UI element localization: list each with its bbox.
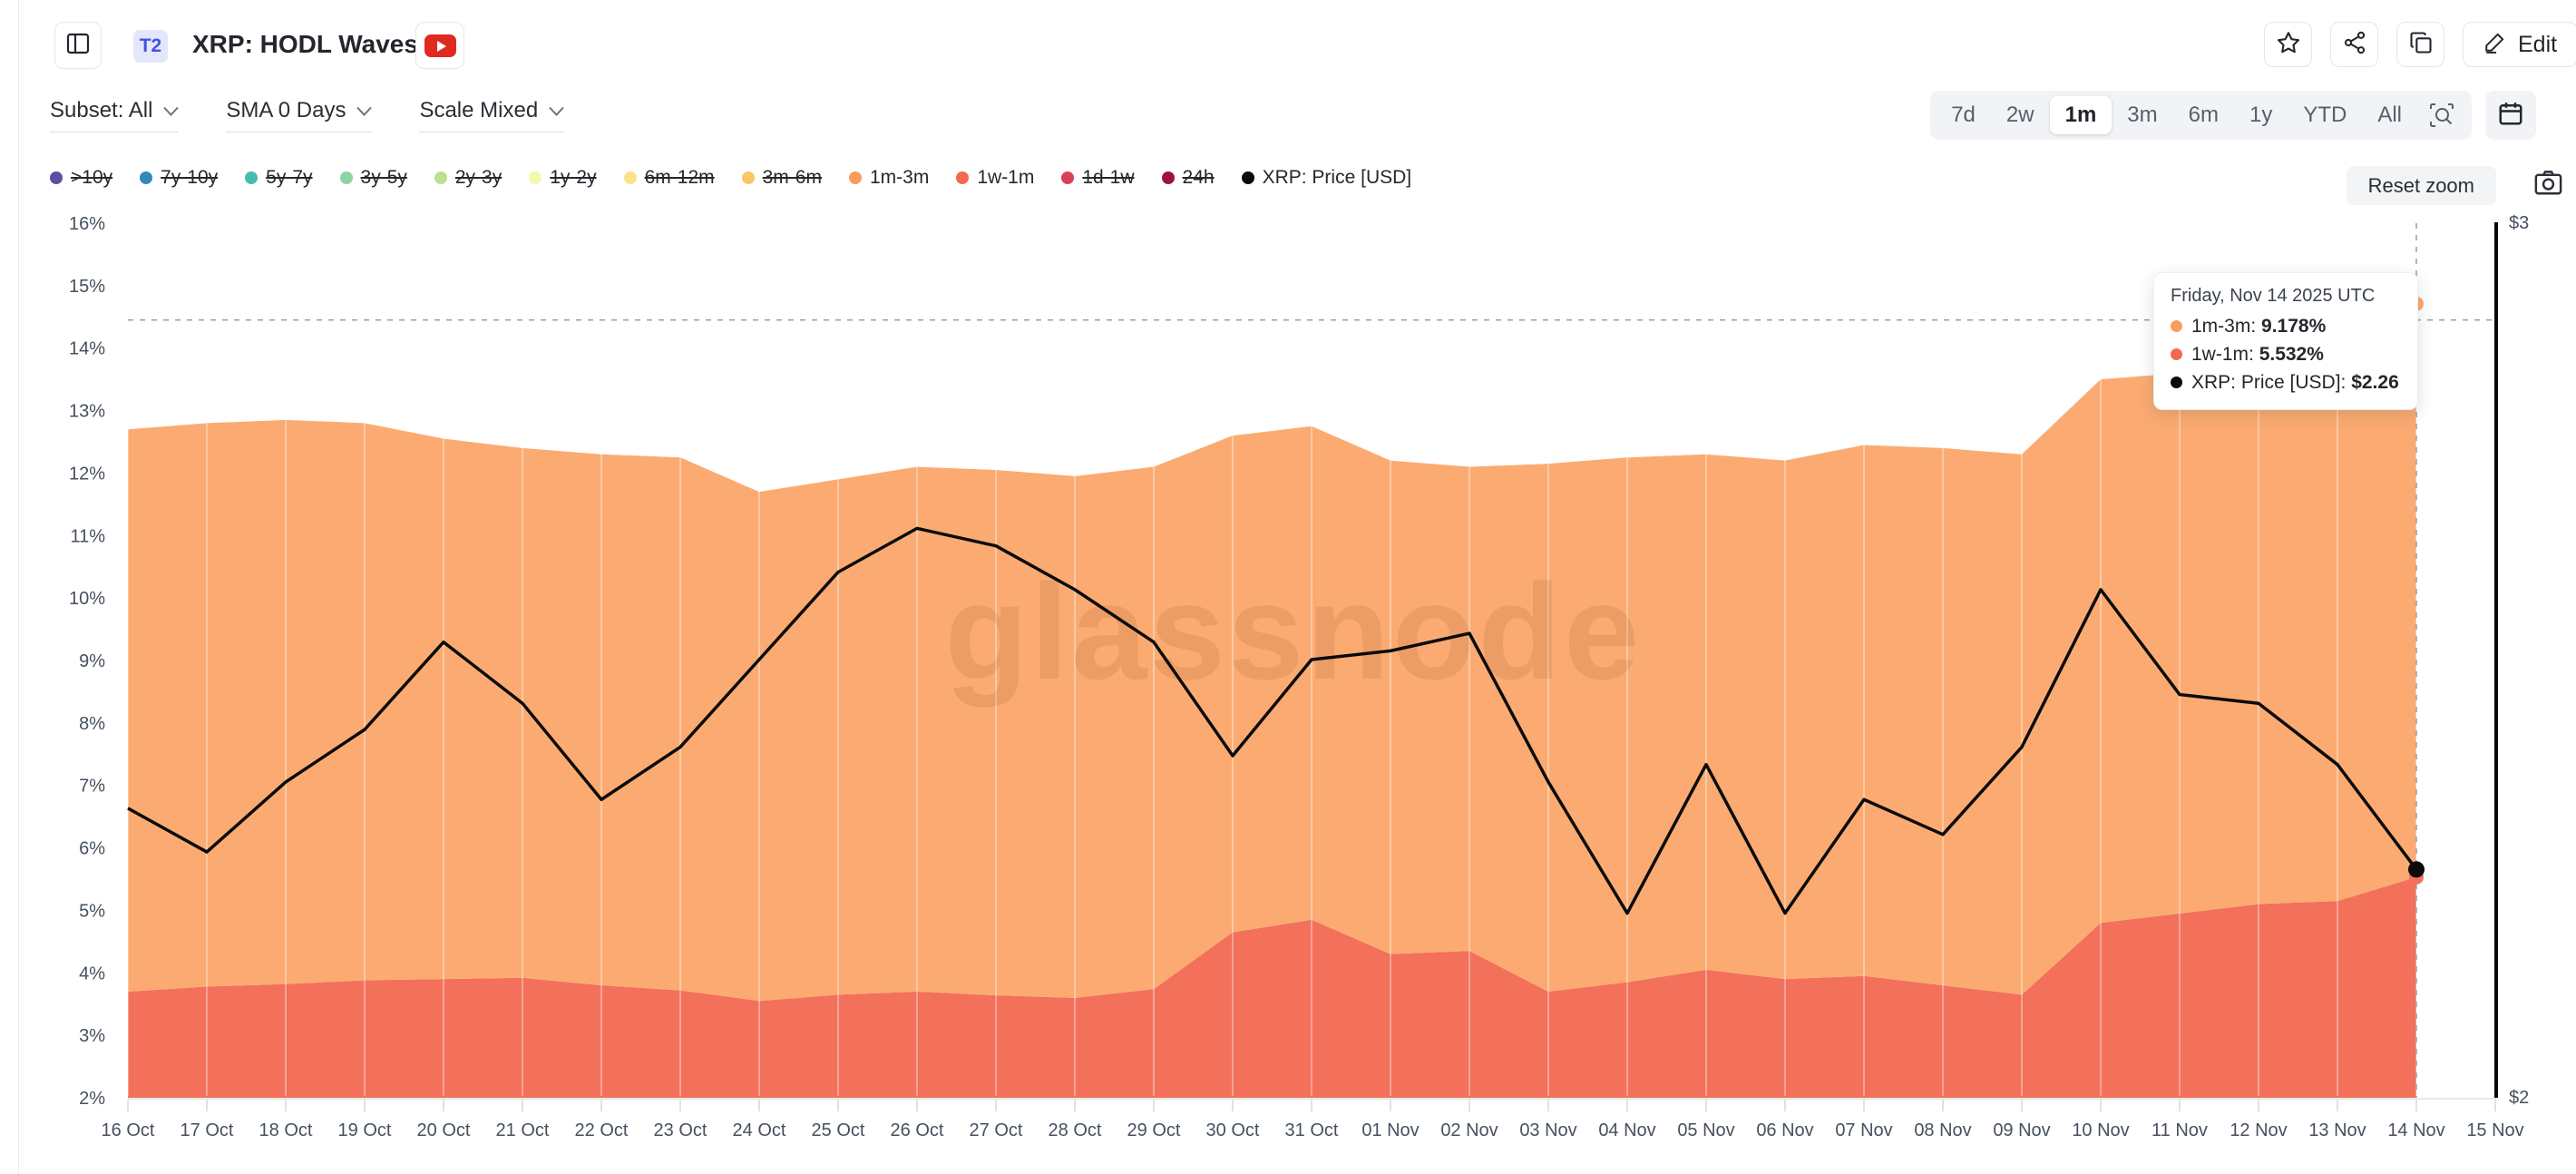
- x-axis-tick-label: 01 Nov: [1361, 1120, 1419, 1140]
- y-axis-tick-label: 9%: [79, 651, 105, 671]
- x-axis-tick-label: 29 Oct: [1127, 1120, 1181, 1140]
- x-axis-tick-label: 03 Nov: [1519, 1120, 1576, 1140]
- price-axis-tick-label: $3: [2509, 213, 2529, 233]
- y-axis-tick-label: 7%: [79, 777, 105, 797]
- price-axis-line: [2494, 222, 2498, 1098]
- tooltip-series-dot: [2171, 377, 2182, 388]
- x-axis-tick-label: 05 Nov: [1677, 1120, 1734, 1140]
- tooltip-series-value: 9.178%: [2261, 316, 2326, 337]
- x-axis-tick-label: 19 Oct: [338, 1120, 392, 1140]
- x-axis-tick-label: 30 Oct: [1206, 1120, 1260, 1140]
- tooltip-row: XRP: Price [USD]: $2.26: [2171, 368, 2399, 396]
- x-axis-tick-label: 17 Oct: [181, 1120, 234, 1140]
- x-axis-tick-label: 09 Nov: [1993, 1120, 2050, 1140]
- y-axis-tick-label: 16%: [69, 214, 105, 234]
- y-axis-tick-label: 15%: [69, 277, 105, 297]
- x-axis-tick-label: 28 Oct: [1049, 1120, 1102, 1140]
- chart-tooltip: Friday, Nov 14 2025 UTC 1m-3m: 9.178%1w-…: [2153, 272, 2418, 410]
- tooltip-series-label: XRP: Price [USD]: $2.26: [2191, 368, 2399, 396]
- x-axis-tick-label: 12 Nov: [2230, 1120, 2287, 1140]
- hodl-waves-chart[interactable]: glassnode 16 Oct 17 Oct 18 Oct 19 Oct 20 Oct 2…: [0, 0, 2576, 1174]
- x-axis-tick-label: 04 Nov: [1598, 1120, 1655, 1140]
- x-axis-tick-label: 21 Oct: [496, 1120, 550, 1140]
- x-axis-tick-label: 20 Oct: [417, 1120, 471, 1140]
- y-axis-tick-label: 2%: [79, 1089, 105, 1109]
- x-axis-tick-label: 15 Nov: [2466, 1120, 2523, 1140]
- x-axis-tick-label: 22 Oct: [575, 1120, 629, 1140]
- x-axis-tick-label: 18 Oct: [259, 1120, 313, 1140]
- x-axis-tick-label: 02 Nov: [1440, 1120, 1498, 1140]
- x-axis-tick-label: 13 Nov: [2308, 1120, 2366, 1140]
- glassnode-watermark: glassnode: [945, 555, 1643, 708]
- x-axis-tick-label: 10 Nov: [2072, 1120, 2129, 1140]
- y-axis-tick-label: 11%: [70, 526, 105, 546]
- x-axis-tick-label: 26 Oct: [891, 1120, 944, 1140]
- y-axis-tick-label: 8%: [79, 714, 105, 734]
- tooltip-series-dot: [2171, 348, 2182, 360]
- tooltip-series-dot: [2171, 320, 2182, 332]
- y-axis-tick-label: 10%: [69, 589, 105, 609]
- tooltip-series-label: 1m-3m: 9.178%: [2191, 312, 2326, 340]
- y-axis-tick-label: 5%: [79, 901, 105, 921]
- tooltip-series-value: 5.532%: [2259, 344, 2324, 365]
- tooltip-series-label: 1w-1m: 5.532%: [2191, 340, 2324, 368]
- x-axis-tick-label: 27 Oct: [970, 1120, 1023, 1140]
- x-axis-tick-label: 14 Nov: [2387, 1120, 2444, 1140]
- tooltip-date: Friday, Nov 14 2025 UTC: [2171, 286, 2399, 307]
- y-axis-tick-label: 13%: [69, 402, 105, 422]
- x-axis-tick-label: 16 Oct: [102, 1120, 155, 1140]
- y-axis-tick-label: 4%: [79, 964, 105, 983]
- x-axis-tick-label: 11 Nov: [2152, 1120, 2208, 1140]
- y-axis-tick-label: 6%: [79, 839, 105, 859]
- price-axis-tick-label: $2: [2509, 1088, 2529, 1108]
- x-axis-tick-label: 08 Nov: [1914, 1120, 1971, 1140]
- x-axis-tick-label: 31 Oct: [1285, 1120, 1339, 1140]
- tooltip-row: 1m-3m: 9.178%: [2171, 312, 2399, 340]
- x-axis-tick-label: 07 Nov: [1835, 1120, 1892, 1140]
- x-axis-tick-label: 24 Oct: [733, 1120, 786, 1140]
- marker-price: [2408, 861, 2425, 877]
- x-axis-tick-label: 06 Nov: [1756, 1120, 1813, 1140]
- x-axis-tick-label: 23 Oct: [654, 1120, 707, 1140]
- y-axis-tick-label: 3%: [79, 1026, 105, 1046]
- y-axis-tick-label: 14%: [69, 339, 105, 359]
- y-axis-tick-label: 12%: [69, 464, 105, 484]
- tooltip-row: 1w-1m: 5.532%: [2171, 340, 2399, 368]
- tooltip-series-value: $2.26: [2351, 372, 2399, 393]
- x-axis-tick-label: 25 Oct: [812, 1120, 865, 1140]
